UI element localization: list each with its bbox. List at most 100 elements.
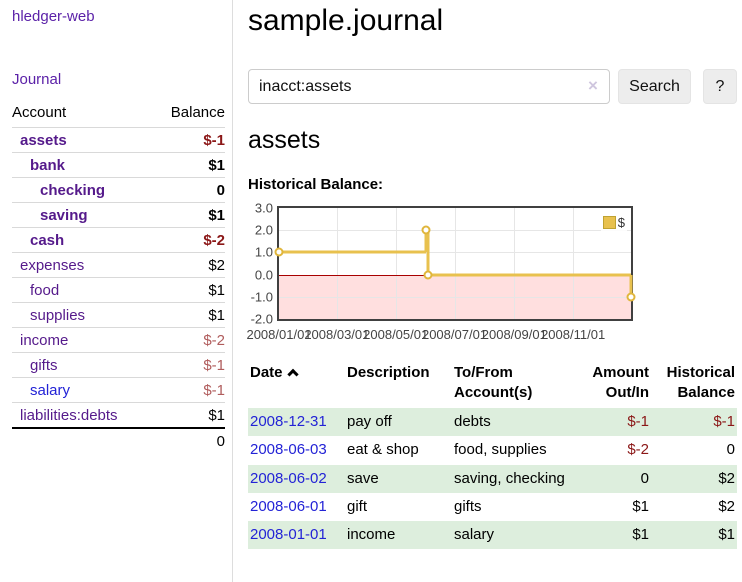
account-row: expenses $2 (12, 252, 225, 278)
line-segment (629, 274, 633, 297)
account-balance: $-2 (203, 332, 225, 349)
transaction-date-link[interactable]: 2008-06-03 (250, 441, 327, 459)
account-row: checking 0 (12, 177, 225, 203)
search-input[interactable] (248, 69, 610, 104)
account-balance: $1 (208, 282, 225, 299)
account-row: liabilities:debts $1 (12, 402, 225, 429)
account-balance: 0 (216, 182, 225, 199)
chart-title: Historical Balance: (248, 176, 384, 193)
account-row: food $1 (12, 277, 225, 303)
transaction-description: gift (347, 497, 368, 515)
x-tick-label: 2008/07/01 (421, 327, 488, 342)
register-header-amount: Amount Out/In (592, 364, 649, 401)
register-header-balance: Historical Balance (666, 364, 735, 401)
y-tick-label: -2.0 (250, 311, 273, 327)
chart-legend: $ (600, 214, 627, 231)
sidebar-account-link[interactable]: assets (20, 132, 67, 149)
register-row: 2008-12-31 pay off debts $-1 $-1 (248, 408, 737, 437)
transaction-balance: $-1 (713, 413, 735, 430)
x-gridline (573, 208, 575, 319)
x-gridline (514, 208, 516, 319)
transaction-date-link[interactable]: 2008-12-31 (250, 413, 327, 430)
sidebar-account-link[interactable]: supplies (30, 307, 86, 324)
register-table: Date Description To/From Account(s) Amou… (248, 361, 737, 550)
transaction-amount: $1 (632, 497, 649, 515)
transaction-date-link[interactable]: 2008-01-01 (250, 526, 327, 543)
sidebar-account-link[interactable]: liabilities:debts (20, 407, 118, 424)
transaction-balance: $1 (718, 526, 735, 543)
clear-search-icon[interactable]: × (588, 76, 598, 95)
sort-ascending-icon (286, 368, 299, 381)
x-gridline (395, 208, 397, 319)
transaction-accounts: gifts (454, 497, 482, 515)
transaction-description: eat & shop (347, 441, 419, 459)
transaction-description: income (347, 526, 396, 543)
transaction-accounts: saving, checking (454, 469, 565, 487)
data-point (274, 247, 284, 257)
account-row: supplies $1 (12, 302, 225, 328)
app-title-link[interactable]: hledger-web (12, 8, 95, 25)
sidebar-account-link[interactable]: gifts (30, 357, 58, 374)
sidebar-account-link[interactable]: bank (30, 157, 66, 174)
account-balance: $-1 (203, 382, 225, 399)
help-button[interactable]: ? (703, 69, 737, 104)
accounts-header-balance: Balance (170, 104, 225, 121)
x-tick-label: 2008/01/01 (246, 327, 312, 342)
y-tick-label: 0.0 (254, 267, 273, 283)
page-title: sample.journal (248, 4, 444, 37)
accounts-table-body: assets $-1 bank $1 checking 0 saving $1 cash $-2 e… (12, 127, 225, 429)
search-button[interactable]: Search (618, 69, 691, 104)
register-header-date-label: Date (250, 364, 283, 381)
sidebar-item-journal[interactable]: Journal (12, 71, 62, 88)
y-tick-label: 1.0 (254, 244, 273, 260)
account-section-title: assets (248, 126, 321, 154)
balance-chart: $ 3.0 2.0 1.0 0.0 -1.0 -2.0 2008/01/01 2008/03/… (246, 201, 636, 342)
sidebar-account-link[interactable]: saving (40, 207, 88, 224)
line-segment (426, 230, 429, 275)
register-row: 2008-06-01 gift gifts $1 $2 (248, 493, 737, 521)
legend-label: $ (617, 215, 625, 230)
transaction-amount: $1 (632, 526, 649, 543)
account-balance: $1 (208, 307, 225, 324)
register-row: 2008-06-02 save saving, checking 0 $2 (248, 464, 737, 493)
register-header-date[interactable]: Date (248, 361, 345, 408)
data-point (421, 225, 431, 235)
transaction-accounts: salary (454, 526, 495, 543)
sidebar-account-link[interactable]: expenses (20, 257, 85, 274)
data-point (423, 270, 432, 280)
account-balance: $2 (208, 257, 225, 274)
sidebar-account-link[interactable]: checking (40, 182, 106, 199)
line-segment (279, 250, 426, 254)
x-tick-label: 2008/03/01 (304, 327, 370, 342)
account-balance: $1 (208, 157, 225, 174)
register-row: 2008-01-01 income salary $1 $1 (248, 521, 737, 550)
account-row: saving $1 (12, 202, 225, 228)
line-segment (427, 273, 631, 277)
accounts-total-row: 0 (12, 427, 225, 454)
sidebar-account-link[interactable]: salary (30, 382, 71, 399)
transaction-date-link[interactable]: 2008-06-02 (250, 469, 327, 487)
account-row: salary $-1 (12, 377, 225, 403)
register-table-body: 2008-12-31 pay off debts $-1 $-1 2008-06-03 ea… (248, 408, 737, 550)
legend-swatch-icon (602, 216, 616, 229)
accounts-table: Account Balance assets $-1 bank $1 checking 0… (12, 101, 225, 454)
sidebar-account-link[interactable]: income (20, 332, 69, 349)
sidebar-account-link[interactable]: food (30, 282, 60, 299)
account-balance: $1 (208, 407, 225, 424)
account-balance: $1 (208, 207, 225, 224)
account-row: assets $-1 (12, 127, 225, 153)
y-tick-label: 3.0 (254, 200, 273, 216)
x-gridline (454, 208, 456, 319)
transaction-description: save (347, 469, 379, 487)
y-tick-label: 2.0 (254, 222, 273, 238)
register-row: 2008-06-03 eat & shop food, supplies $-2 0 (248, 436, 737, 464)
transaction-amount: $-2 (627, 441, 649, 459)
account-balance: $-1 (203, 132, 225, 149)
accounts-header-account: Account (12, 104, 67, 121)
transaction-date-link[interactable]: 2008-06-01 (250, 497, 327, 515)
account-row: income $-2 (12, 327, 225, 353)
sidebar-account-link[interactable]: cash (30, 232, 65, 249)
x-tick-label: 2008/11/01 (541, 327, 606, 342)
x-gridline (336, 208, 338, 319)
